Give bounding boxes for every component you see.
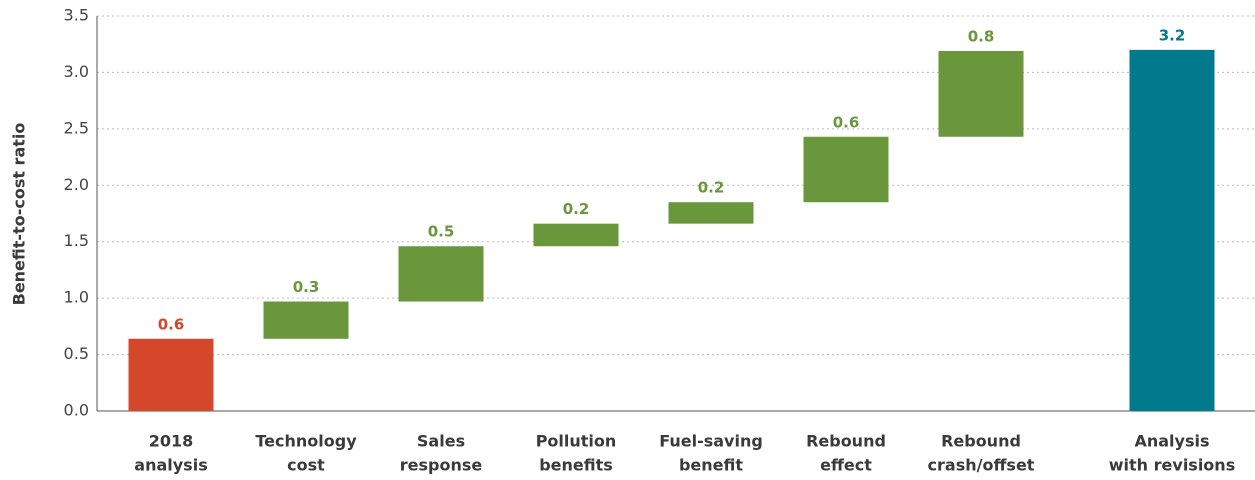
y-tick-label: 3.0 — [64, 62, 89, 81]
x-tick-label: Sales — [417, 432, 465, 451]
x-tick-label: benefit — [679, 456, 743, 475]
bar — [668, 202, 754, 224]
x-tick-label: Fuel-saving — [659, 432, 763, 451]
x-tick-label: Technology — [255, 432, 357, 451]
y-tick-label: 0.0 — [64, 401, 89, 420]
y-tick-label: 2.0 — [64, 175, 89, 194]
y-tick-label: 2.5 — [64, 118, 89, 137]
y-tick-label: 0.5 — [64, 344, 89, 363]
value-label: 0.6 — [158, 315, 185, 333]
bar — [398, 246, 484, 302]
value-label: 0.5 — [428, 223, 455, 241]
x-tick-label: 2018 — [149, 432, 194, 451]
y-tick-label: 1.0 — [64, 288, 89, 307]
x-tick-label: with revisions — [1109, 456, 1235, 475]
value-label: 3.2 — [1159, 26, 1186, 44]
value-label: 0.2 — [563, 200, 590, 218]
x-tick-label: response — [400, 456, 483, 475]
x-tick-label: effect — [820, 456, 872, 475]
x-tick-label: cost — [287, 456, 325, 475]
bar — [938, 50, 1024, 137]
x-tick-label: benefits — [539, 456, 613, 475]
bar — [1129, 49, 1215, 411]
bar — [128, 338, 214, 411]
x-tick-label: analysis — [134, 456, 207, 475]
x-tick-label: Analysis — [1134, 432, 1209, 451]
bar — [263, 301, 349, 339]
y-tick-label: 3.5 — [64, 6, 89, 25]
y-tick-label: 1.5 — [64, 231, 89, 250]
value-label: 0.6 — [833, 113, 860, 131]
bar — [533, 223, 619, 247]
x-tick-label: crash/offset — [928, 456, 1035, 475]
value-label: 0.3 — [293, 278, 320, 296]
x-tick-label: Pollution — [536, 432, 617, 451]
value-label: 0.2 — [698, 179, 725, 197]
y-axis-label: Benefit-to-cost ratio — [10, 123, 29, 306]
x-tick-label: Rebound — [941, 432, 1021, 451]
x-tick-label: Rebound — [806, 432, 886, 451]
value-label: 0.8 — [968, 27, 995, 45]
bar — [803, 136, 889, 203]
